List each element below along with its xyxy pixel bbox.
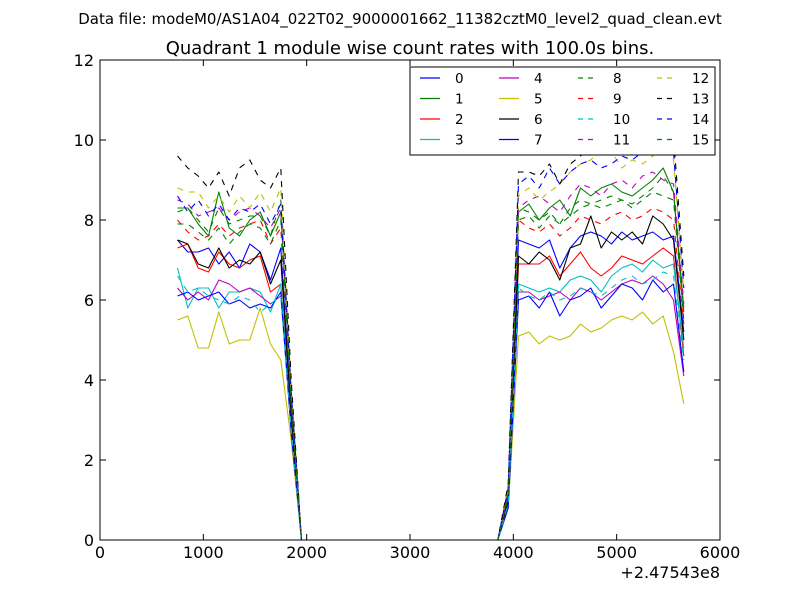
series-line-8 [177, 175, 685, 540]
series-line-10 [177, 271, 685, 540]
legend-label-0: 0 [455, 71, 464, 87]
series-line-7 [177, 279, 685, 540]
chart-title: Quadrant 1 module wise count rates with … [166, 38, 655, 59]
legend-label-13: 13 [692, 92, 709, 108]
y-tick-label: 0 [84, 531, 94, 550]
legend-label-6: 6 [534, 112, 543, 128]
x-tick-label: 2000 [286, 543, 327, 562]
x-tick-label: 0 [95, 543, 105, 562]
legend-label-2: 2 [455, 112, 464, 128]
series-line-5 [177, 307, 685, 540]
series-line-0 [177, 231, 685, 540]
series-line-9 [177, 207, 685, 540]
legend-label-5: 5 [534, 92, 543, 108]
y-tick-label: 6 [84, 291, 94, 310]
legend-label-12: 12 [692, 71, 709, 87]
x-tick-label: 3000 [390, 543, 431, 562]
legend-label-14: 14 [692, 112, 709, 128]
series-line-4 [177, 275, 685, 540]
legend-label-10: 10 [613, 112, 630, 128]
legend-label-8: 8 [613, 71, 622, 87]
series-line-12 [177, 143, 685, 540]
series-layer [176, 119, 685, 540]
legend-label-15: 15 [692, 133, 709, 149]
y-tick-label: 2 [84, 451, 94, 470]
series-line-11 [177, 171, 685, 540]
legend-label-11: 11 [613, 133, 630, 149]
legend-label-3: 3 [455, 133, 464, 149]
x-tick-label: 5000 [596, 543, 637, 562]
legend-label-7: 7 [534, 133, 543, 149]
x-tick-label: 6000 [700, 543, 741, 562]
legend-label-4: 4 [534, 71, 543, 87]
y-tick-label: 4 [84, 371, 94, 390]
legend-label-1: 1 [455, 92, 464, 108]
series-line-6 [177, 215, 685, 540]
y-tick-label: 10 [74, 131, 94, 150]
legend-box [409, 66, 716, 156]
x-tick-label: 4000 [493, 543, 534, 562]
series-line-15 [177, 191, 685, 540]
series-line-2 [177, 243, 685, 540]
suptitle: Data file: modeM0/AS1A04_022T02_90000016… [78, 10, 722, 29]
legend-label-9: 9 [613, 92, 622, 108]
series-line-14 [177, 147, 685, 540]
x-tick-label: 1000 [183, 543, 224, 562]
series-line-3 [176, 259, 685, 540]
series-line-1 [177, 167, 685, 540]
y-tick-label: 8 [84, 211, 94, 230]
y-tick-label: 12 [74, 51, 94, 70]
x-offset-label: +2.47543e8 [620, 563, 720, 582]
